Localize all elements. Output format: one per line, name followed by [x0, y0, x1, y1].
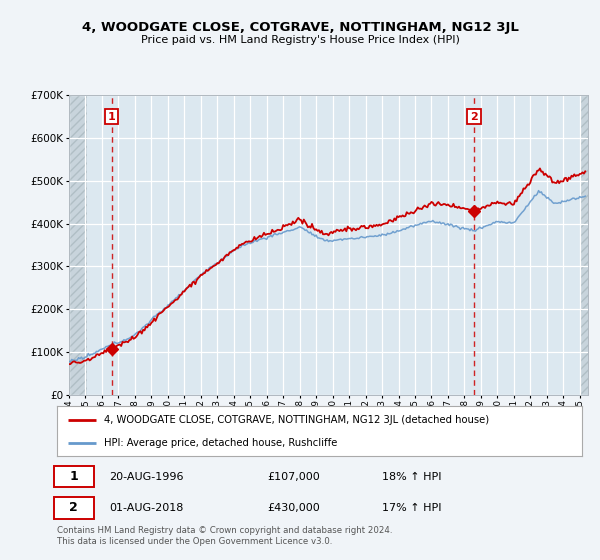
Text: Contains HM Land Registry data © Crown copyright and database right 2024.
This d: Contains HM Land Registry data © Crown c… [57, 526, 392, 546]
Text: 18% ↑ HPI: 18% ↑ HPI [383, 472, 442, 482]
Text: 20-AUG-1996: 20-AUG-1996 [110, 472, 184, 482]
Text: 4, WOODGATE CLOSE, COTGRAVE, NOTTINGHAM, NG12 3JL (detached house): 4, WOODGATE CLOSE, COTGRAVE, NOTTINGHAM,… [104, 414, 490, 424]
Text: £430,000: £430,000 [267, 503, 320, 513]
Text: 1: 1 [107, 111, 115, 122]
Text: Price paid vs. HM Land Registry's House Price Index (HPI): Price paid vs. HM Land Registry's House … [140, 35, 460, 45]
Text: 01-AUG-2018: 01-AUG-2018 [110, 503, 184, 513]
Text: 4, WOODGATE CLOSE, COTGRAVE, NOTTINGHAM, NG12 3JL: 4, WOODGATE CLOSE, COTGRAVE, NOTTINGHAM,… [82, 21, 518, 34]
FancyBboxPatch shape [55, 497, 94, 519]
Text: £107,000: £107,000 [267, 472, 320, 482]
Text: 17% ↑ HPI: 17% ↑ HPI [383, 503, 442, 513]
Text: HPI: Average price, detached house, Rushcliffe: HPI: Average price, detached house, Rush… [104, 438, 338, 448]
Text: 2: 2 [70, 501, 78, 515]
Text: 1: 1 [70, 470, 78, 483]
FancyBboxPatch shape [55, 466, 94, 487]
Text: 2: 2 [470, 111, 478, 122]
